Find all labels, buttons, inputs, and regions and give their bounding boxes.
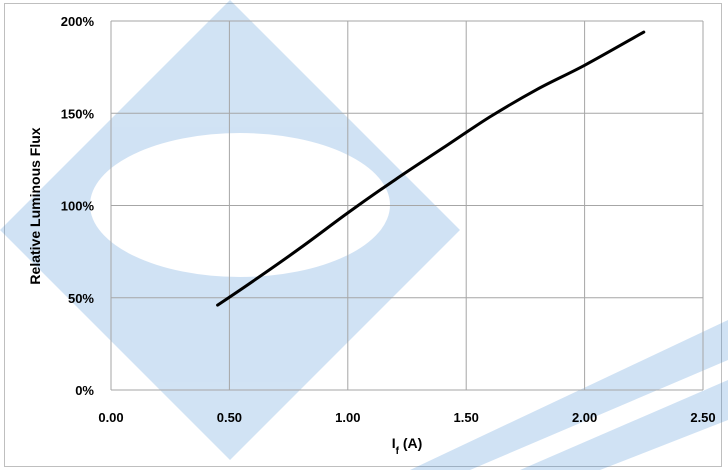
y-axis-title: Relative Luminous Flux: [27, 127, 43, 284]
y-tick-label: 50%: [68, 291, 94, 306]
series-line: [216, 30, 646, 307]
grid: [110, 20, 704, 391]
y-tick-label: 150%: [61, 106, 95, 121]
x-tick-label: 0.00: [98, 410, 123, 425]
y-tick-label: 100%: [61, 199, 95, 214]
watermark-stripe-2: [520, 380, 728, 470]
x-tick-labels: 0.00 0.50 1.00 1.50 2.00 2.50: [98, 410, 715, 425]
x-axis-title-subscript: f: [396, 446, 400, 457]
y-tick-label: 200%: [61, 14, 95, 29]
x-tick-label: 1.00: [335, 410, 360, 425]
x-tick-label: 2.00: [572, 410, 597, 425]
watermark-diamond: [0, 0, 460, 460]
y-tick-labels: 0% 50% 100% 150% 200%: [61, 14, 95, 398]
watermark-stripe-1: [410, 320, 728, 470]
x-tick-label: 0.50: [217, 410, 242, 425]
y-tick-label: 0%: [75, 383, 94, 398]
series: [216, 30, 646, 307]
x-tick-label: 1.50: [454, 410, 479, 425]
x-tick-label: 2.50: [690, 410, 715, 425]
x-axis-title: If (A): [392, 435, 423, 457]
